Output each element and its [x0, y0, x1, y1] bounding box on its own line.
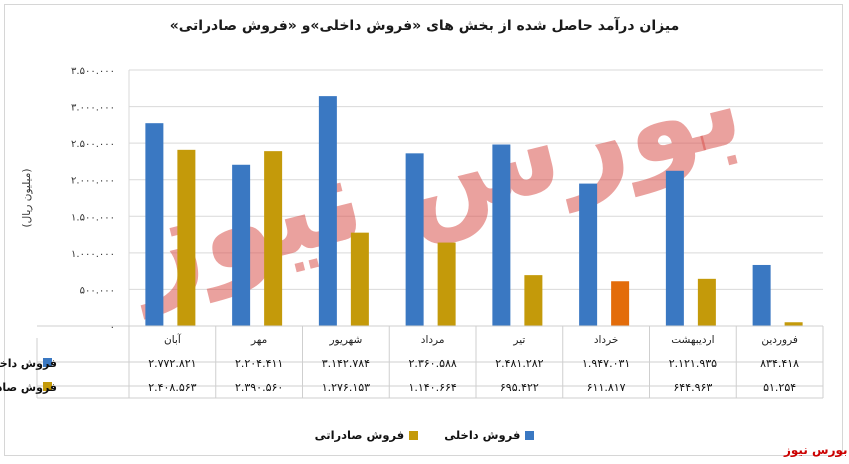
data-label: ۱.۹۴۷.۰۳۱ — [582, 357, 630, 370]
data-label: ۶۱۱.۸۱۷ — [587, 381, 626, 394]
bar-domestic — [232, 164, 251, 326]
row-label: فروش داخلی — [0, 357, 57, 370]
data-label: ۲.۴۰۸.۵۶۳ — [148, 381, 196, 394]
x-tick-label: شهریور — [328, 334, 362, 346]
bar-domestic — [752, 264, 771, 326]
bar-export — [177, 149, 196, 326]
y-tick-label: ۱.۵۰۰.۰۰۰ — [71, 212, 115, 223]
legend-label-domestic: فروش داخلی — [444, 428, 521, 442]
legend: فروش داخلی فروش صادراتی — [0, 428, 849, 442]
bar-export — [524, 275, 543, 326]
y-tick-label: ۲.۰۰۰.۰۰۰ — [71, 176, 115, 187]
bar-domestic — [579, 183, 598, 326]
bar-domestic — [405, 153, 424, 326]
y-axis-label: (میلیون ریال) — [21, 169, 33, 228]
y-tick-label: ۰ — [110, 322, 115, 333]
chart-title: میزان درآمد حاصل شده از بخش های «فروش دا… — [169, 18, 680, 34]
bar-domestic — [318, 96, 337, 326]
row-label: فروش صادراتی — [0, 381, 57, 394]
x-tick-label: تیر — [512, 334, 525, 346]
bar-domestic — [492, 144, 511, 326]
y-tick-label: ۱.۰۰۰.۰۰۰ — [71, 249, 115, 260]
data-label: ۳.۱۴۲.۷۸۴ — [322, 357, 370, 370]
legend-item-export: فروش صادراتی — [315, 428, 419, 442]
bar-domestic — [665, 170, 684, 326]
x-tick-label: مرداد — [421, 334, 445, 346]
x-tick-label: خرداد — [594, 334, 619, 346]
y-tick-label: ۳.۵۰۰.۰۰۰ — [71, 66, 115, 77]
bar-domestic — [145, 123, 164, 326]
bar-export — [784, 322, 803, 326]
x-tick-label: مهر — [250, 334, 267, 346]
data-label: ۲.۳۶۰.۵۸۸ — [408, 357, 456, 370]
x-tick-label: آبان — [164, 333, 182, 346]
legend-swatch-domestic — [525, 430, 535, 440]
data-label: ۲.۱۲۱.۹۳۵ — [669, 357, 717, 370]
brand-label: بورس نیوز — [784, 443, 848, 457]
bar-export — [697, 278, 716, 326]
y-tick-label: ۵۰۰.۰۰۰ — [80, 285, 115, 296]
legend-item-domestic: فروش داخلی — [444, 428, 535, 442]
x-tick-label: اردیبهشت — [671, 334, 714, 346]
y-tick-label: ۳.۰۰۰.۰۰۰ — [71, 103, 115, 114]
data-label: ۸۳۴.۴۱۸ — [760, 357, 799, 370]
legend-swatch-export — [409, 430, 419, 440]
data-label: ۶۹۵.۴۲۲ — [500, 381, 539, 394]
data-label: ۱.۱۴۰.۶۶۴ — [408, 381, 456, 394]
data-label: ۶۴۴.۹۶۳ — [673, 381, 712, 394]
data-label: ۲.۲۰۴.۴۱۱ — [235, 357, 283, 370]
bar-export — [437, 242, 456, 326]
y-tick-label: ۲.۵۰۰.۰۰۰ — [71, 139, 115, 150]
data-label: ۵۱.۲۵۴ — [763, 381, 796, 394]
row-swatch — [43, 382, 52, 391]
bar-export — [264, 151, 283, 326]
bar-export — [350, 232, 369, 326]
data-label: ۲.۳۹۰.۵۶۰ — [235, 381, 283, 394]
data-label: ۲.۷۷۲.۸۲۱ — [148, 357, 196, 370]
bar-export — [611, 281, 630, 326]
x-tick-label: فروردین — [761, 334, 798, 346]
data-label: ۲.۴۸۱.۲۸۲ — [495, 357, 543, 370]
row-swatch — [43, 358, 52, 367]
watermark-logo: بورس نیوز — [111, 33, 755, 320]
legend-label-export: فروش صادراتی — [314, 428, 405, 442]
data-label: ۱.۲۷۶.۱۵۳ — [322, 381, 370, 394]
